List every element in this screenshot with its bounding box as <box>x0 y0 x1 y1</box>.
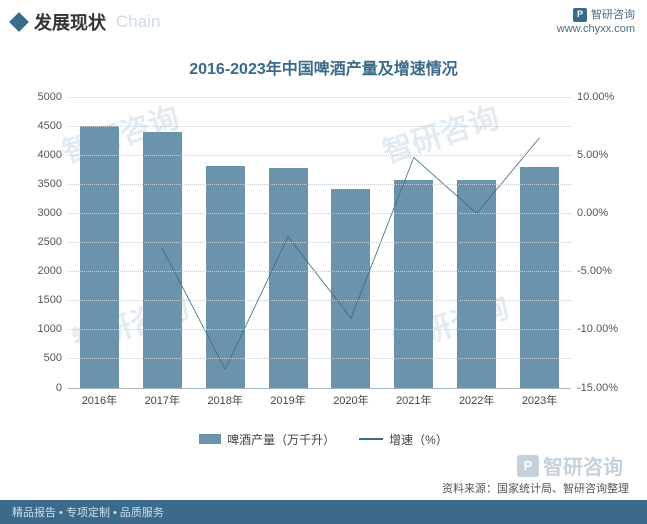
diamond-icon <box>9 12 29 32</box>
grid-line <box>68 271 571 272</box>
grid-line <box>68 126 571 127</box>
legend-line-label: 增速（%） <box>389 431 448 448</box>
grid-line <box>68 184 571 185</box>
x-tick: 2022年 <box>445 392 508 408</box>
y-left-tick: 0 <box>28 382 68 394</box>
brand-watermark-text: 智研咨询 <box>543 451 623 480</box>
growth-line <box>162 137 539 369</box>
site-link[interactable]: www.chyxx.com <box>557 23 635 35</box>
source-text: 资料来源：国家统计局、智研咨询整理 <box>442 480 629 496</box>
y-left-tick: 1500 <box>28 294 68 306</box>
y-right-tick: -5.00% <box>571 265 621 277</box>
footer: 精品报告 • 专项定制 • 品质服务 <box>0 500 647 524</box>
section-title-cn: 发展现状 <box>34 9 106 35</box>
x-tick: 2018年 <box>194 392 257 408</box>
y-left-tick: 4500 <box>28 120 68 132</box>
brand-watermark: P 智研咨询 <box>517 451 623 480</box>
x-tick: 2023年 <box>508 392 571 408</box>
y-left-tick: 3000 <box>28 207 68 219</box>
legend-line: 增速（%） <box>359 431 448 448</box>
header-left: 发展现状 Chain <box>12 9 160 35</box>
line-swatch-icon <box>359 438 383 440</box>
x-tick: 2020年 <box>320 392 383 408</box>
y-right-tick: 5.00% <box>571 149 621 161</box>
legend: 啤酒产量（万千升） 增速（%） <box>0 431 647 448</box>
y-right-tick: 0.00% <box>571 207 621 219</box>
header-right: P 智研咨询 www.chyxx.com <box>557 8 635 37</box>
y-right-tick: 10.00% <box>571 91 621 103</box>
y-left-tick: 4000 <box>28 149 68 161</box>
grid-line <box>68 155 571 156</box>
bar-swatch-icon <box>199 434 221 444</box>
y-left-tick: 500 <box>28 352 68 364</box>
section-title-en: Chain <box>116 12 160 32</box>
y-right-tick: -10.00% <box>571 323 621 335</box>
x-tick: 2016年 <box>68 392 131 408</box>
y-left-tick: 1000 <box>28 323 68 335</box>
plot-area: 2016年2017年2018年2019年2020年2021年2022年2023年… <box>68 97 571 389</box>
brand-watermark-icon: P <box>517 455 539 477</box>
x-tick: 2019年 <box>257 392 320 408</box>
x-axis-labels: 2016年2017年2018年2019年2020年2021年2022年2023年 <box>68 388 571 408</box>
y-left-tick: 2000 <box>28 265 68 277</box>
x-tick: 2017年 <box>131 392 194 408</box>
grid-line <box>68 97 571 98</box>
chart-title: 2016-2023年中国啤酒产量及增速情况 <box>0 55 647 79</box>
x-tick: 2021年 <box>382 392 445 408</box>
grid-line <box>68 300 571 301</box>
chart: 2016年2017年2018年2019年2020年2021年2022年2023年… <box>20 89 627 429</box>
legend-bar: 啤酒产量（万千升） <box>199 431 335 448</box>
grid-line <box>68 329 571 330</box>
brand-icon: P <box>573 8 587 22</box>
y-right-tick: -15.00% <box>571 382 621 394</box>
y-left-tick: 2500 <box>28 236 68 248</box>
grid-line <box>68 242 571 243</box>
legend-bar-label: 啤酒产量（万千升） <box>227 431 335 448</box>
brand-name: 智研咨询 <box>591 8 635 22</box>
header: 发展现状 Chain P 智研咨询 www.chyxx.com <box>0 0 647 41</box>
grid-line <box>68 213 571 214</box>
y-left-tick: 5000 <box>28 91 68 103</box>
grid-line <box>68 358 571 359</box>
y-left-tick: 3500 <box>28 178 68 190</box>
